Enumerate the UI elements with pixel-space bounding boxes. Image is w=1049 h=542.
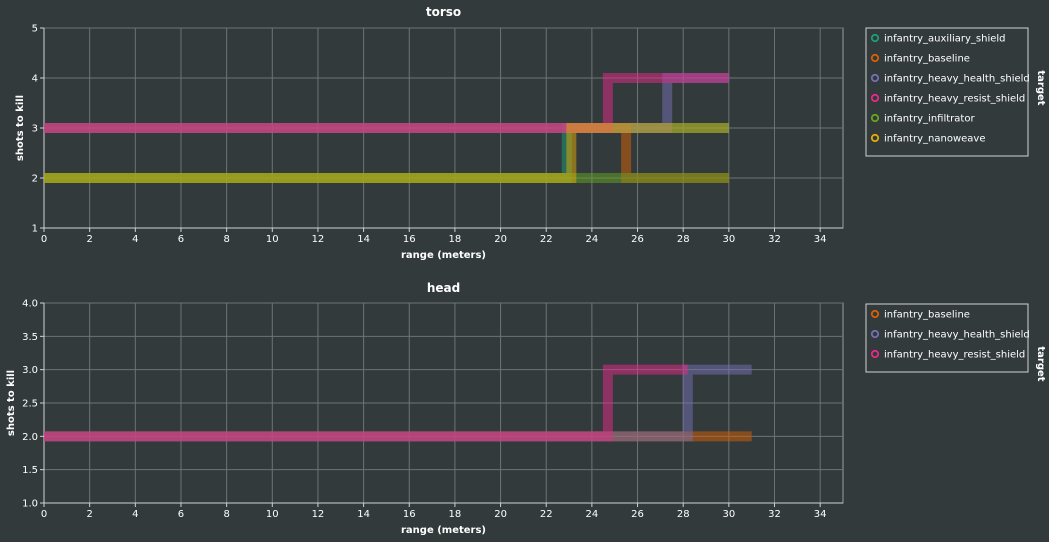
legend-symbol xyxy=(870,133,880,143)
x-tick-label: 10 xyxy=(266,509,279,520)
legend-symbol xyxy=(870,349,880,359)
legend-symbol xyxy=(870,113,880,123)
x-tick-label: 28 xyxy=(677,234,690,245)
x-tick-label: 32 xyxy=(768,234,781,245)
legend-label: infantry_heavy_health_shield xyxy=(884,330,1030,341)
y-tick-label: 1.0 xyxy=(22,499,38,510)
legend-symbol xyxy=(870,33,880,43)
x-tick-label: 8 xyxy=(223,509,229,520)
y-axis-title: shots to kill xyxy=(15,95,26,161)
x-tick-label: 24 xyxy=(586,509,599,520)
chart-head: 0 2 4 6 8 10 12 14 16 18 20 22 24 26 28 30 32 341.01.52.0… xyxy=(6,281,1046,536)
legend-label: infantry_heavy_health_shield xyxy=(884,74,1030,85)
x-tick-label: 8 xyxy=(223,234,229,245)
x-tick-label: 18 xyxy=(449,509,462,520)
y-tick-label: 4.0 xyxy=(22,299,38,310)
x-tick-label: 20 xyxy=(494,234,507,245)
x-tick-label: 34 xyxy=(814,234,827,245)
x-axis-title: range (meters) xyxy=(401,250,486,261)
y-axis-title: shots to kill xyxy=(6,370,17,436)
x-tick-label: 14 xyxy=(357,509,370,520)
x-tick-label: 2 xyxy=(86,509,92,520)
x-tick-label: 0 xyxy=(41,234,47,245)
x-tick-label: 12 xyxy=(312,509,325,520)
x-tick-label: 34 xyxy=(814,509,827,520)
x-tick-label: 2 xyxy=(86,234,92,245)
series-line-infantry_heavy_resist_shield[interactable] xyxy=(44,73,729,133)
x-tick-label: 16 xyxy=(403,234,416,245)
x-tick-label: 4 xyxy=(132,234,138,245)
x-axis: 0 2 4 6 8 10 12 14 16 18 20 22 24 26 28 30 32 34 xyxy=(41,28,827,245)
x-tick-label: 6 xyxy=(178,509,184,520)
legend-box xyxy=(865,27,1029,157)
legend-symbol xyxy=(870,329,880,339)
chart-title: torso xyxy=(426,5,461,19)
legend-symbol xyxy=(870,93,880,103)
series-group xyxy=(44,73,729,183)
legend-symbol xyxy=(870,73,880,83)
x-tick-label: 26 xyxy=(631,509,644,520)
legend: infantry_baseline infantry_heavy_health_s… xyxy=(865,303,1046,382)
series-line-infantry_nanoweave[interactable] xyxy=(44,123,729,183)
legend-label: infantry_auxiliary_shield xyxy=(884,34,1006,45)
legend-label: infantry_nanoweave xyxy=(884,134,986,145)
x-tick-label: 26 xyxy=(631,234,644,245)
series-group xyxy=(44,364,752,442)
series-line-infantry_heavy_health_shield[interactable] xyxy=(44,73,729,133)
y-tick-label: 4 xyxy=(32,74,38,85)
legend: infantry_auxiliary_shield infantry_baseli… xyxy=(865,27,1046,157)
x-tick-label: 30 xyxy=(722,509,735,520)
legend-label: infantry_heavy_resist_shield xyxy=(884,350,1025,361)
series-line-infantry_heavy_resist_shield[interactable] xyxy=(44,364,688,442)
y-tick-label: 3 xyxy=(32,124,38,135)
x-tick-label: 28 xyxy=(677,509,690,520)
legend-label: infantry_infiltrator xyxy=(884,114,975,125)
y-axis: 1.0 1.5 2.0 2.5 3.0 3.5 4.0 xyxy=(22,299,843,510)
y-tick-label: 3.0 xyxy=(22,365,38,376)
y-tick-label: 5 xyxy=(32,24,38,35)
y-tick-label: 2.5 xyxy=(22,399,38,410)
legend-label: infantry_baseline xyxy=(884,54,970,65)
x-tick-label: 30 xyxy=(722,234,735,245)
x-tick-label: 22 xyxy=(540,234,553,245)
x-tick-label: 24 xyxy=(586,234,599,245)
legend-label: infantry_baseline xyxy=(884,310,970,321)
y-tick-label: 2 xyxy=(32,174,38,185)
x-axis-title: range (meters) xyxy=(401,525,486,536)
chart-title: head xyxy=(427,281,460,295)
x-tick-label: 6 xyxy=(178,234,184,245)
series-line-infantry_baseline[interactable] xyxy=(44,123,729,183)
x-tick-label: 14 xyxy=(357,234,370,245)
legend-symbol xyxy=(870,53,880,63)
legend-title: target xyxy=(1035,70,1046,105)
y-tick-label: 2.0 xyxy=(22,432,38,443)
x-tick-label: 20 xyxy=(494,509,507,520)
x-tick-label: 0 xyxy=(41,509,47,520)
x-tick-label: 4 xyxy=(132,509,138,520)
x-axis: 0 2 4 6 8 10 12 14 16 18 20 22 24 26 28 30 32 34 xyxy=(41,303,827,520)
x-tick-label: 32 xyxy=(768,509,781,520)
legend-label: infantry_heavy_resist_shield xyxy=(884,94,1025,105)
x-tick-label: 16 xyxy=(403,509,416,520)
legend-symbol xyxy=(870,309,880,319)
y-tick-label: 1 xyxy=(32,224,38,235)
chart-torso: 0 2 4 6 8 10 12 14 16 18 20 22 24 26 28 30 32 3412345tors… xyxy=(15,5,1046,261)
x-tick-label: 22 xyxy=(540,509,553,520)
legend-box xyxy=(865,303,1029,373)
x-tick-label: 12 xyxy=(312,234,325,245)
legend-title: target xyxy=(1035,346,1046,381)
x-tick-label: 18 xyxy=(449,234,462,245)
x-tick-label: 10 xyxy=(266,234,279,245)
y-tick-label: 1.5 xyxy=(22,465,38,476)
y-tick-label: 3.5 xyxy=(22,332,38,343)
